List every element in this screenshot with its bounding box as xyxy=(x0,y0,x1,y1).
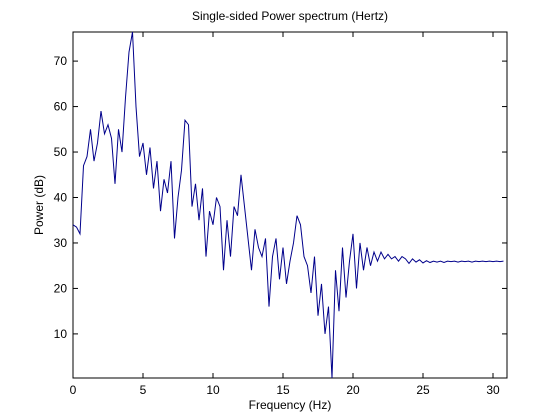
x-axis-label: Frequency (Hz) xyxy=(249,398,332,412)
x-tick-label: 20 xyxy=(346,383,360,397)
y-axis-label: Power (dB) xyxy=(32,175,46,235)
chart-title: Single-sided Power spectrum (Hertz) xyxy=(192,9,388,23)
x-tick-label: 0 xyxy=(70,383,77,397)
y-tick-label: 60 xyxy=(54,100,68,114)
x-tick-label: 30 xyxy=(486,383,500,397)
y-tick-label: 30 xyxy=(54,236,68,250)
y-tick-label: 20 xyxy=(54,281,68,295)
x-tick-label: 15 xyxy=(276,383,290,397)
spectrum-line xyxy=(72,31,504,379)
y-tick-label: 70 xyxy=(54,54,68,68)
plot-box xyxy=(72,31,508,379)
x-tick-label: 10 xyxy=(206,383,220,397)
y-tick-label: 50 xyxy=(54,145,68,159)
y-tick-label: 10 xyxy=(54,327,68,341)
x-tick-label: 25 xyxy=(416,383,430,397)
x-tick-label: 5 xyxy=(140,383,147,397)
y-tick-label: 40 xyxy=(54,190,68,204)
